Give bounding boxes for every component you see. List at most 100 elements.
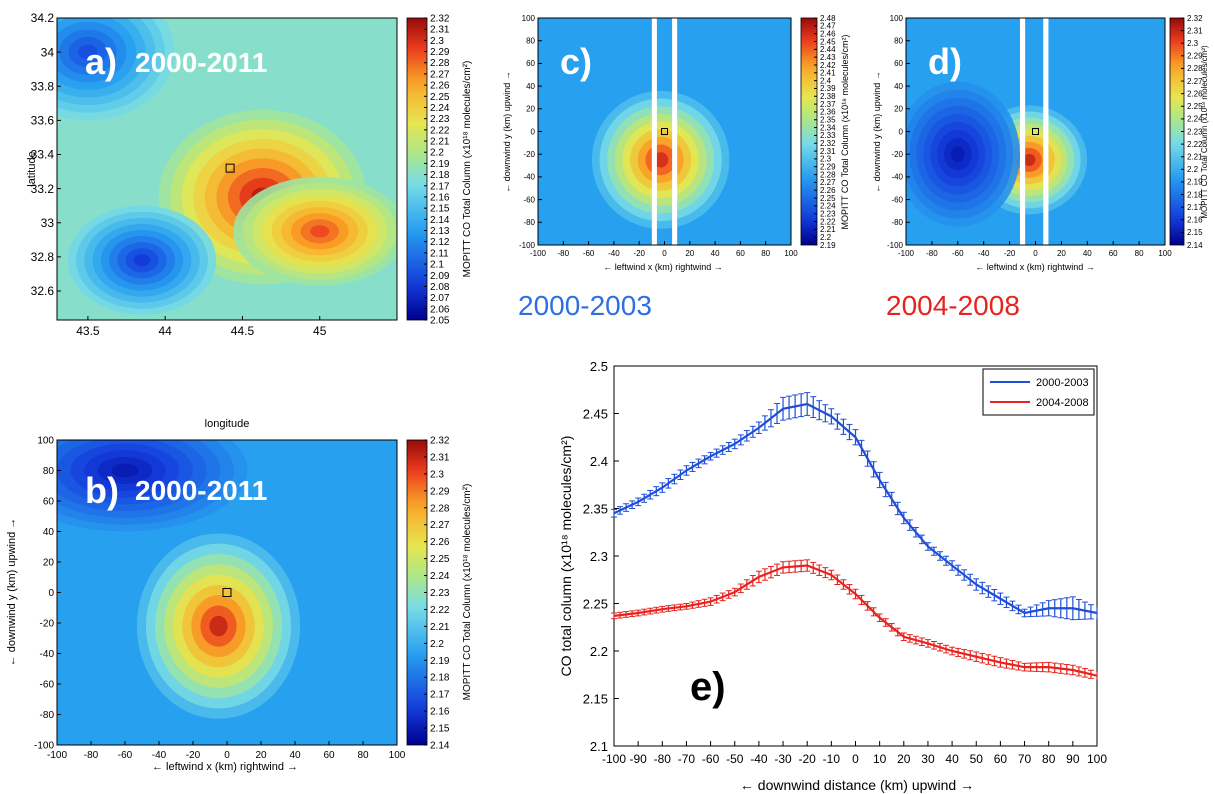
colorbar-tick-label: 2.31 (820, 147, 836, 156)
colorbar-tick-label: 2.33 (820, 131, 836, 140)
series-2000-2003 (611, 392, 1098, 621)
ytick-label: -100 (34, 741, 54, 752)
panel-a-period: 2000-2011 (135, 47, 267, 78)
colorbar-tick-label: 2.15 (1187, 228, 1203, 237)
colorbar-tick-label: 2.06 (430, 304, 450, 315)
colorbar-tick-label: 2.29 (430, 486, 450, 497)
xtick-label: 40 (711, 249, 720, 258)
colorbar-tick-label: 2.11 (430, 248, 449, 259)
map-b-xlabel: ← leftwind x (km) rightwind → (152, 761, 298, 773)
panel-c-label: c) (560, 41, 592, 82)
map-a-field (57, 18, 397, 320)
xtick-label: 40 (289, 750, 301, 761)
xtick-label: -80 (558, 249, 570, 258)
ytick-label: 40 (526, 82, 535, 91)
xtick-label: 40 (945, 752, 959, 766)
colorbar-tick-label: 2.22 (430, 605, 450, 616)
map-c-gap-strip (672, 18, 678, 245)
xtick-label: 20 (897, 752, 911, 766)
xtick-label: 80 (761, 249, 770, 258)
ytick-label: -20 (40, 619, 55, 630)
ytick-label: 100 (522, 14, 536, 23)
map-b-site-marker (222, 588, 232, 597)
colorbar-tick-label: 2.19 (1187, 178, 1203, 187)
xtick-label: -40 (750, 752, 768, 766)
ytick-label: -20 (523, 150, 535, 159)
ytick-label: -80 (891, 218, 903, 227)
colorbar-tick-label: 2.31 (430, 452, 450, 463)
period-2000-2003: 2000-2003 (518, 290, 652, 321)
xtick-label: 70 (1018, 752, 1032, 766)
colorbar-tick-label: 2.37 (820, 100, 836, 109)
panel-a-label: a) (85, 41, 117, 82)
ytick-label: -80 (523, 218, 535, 227)
ytick-label: 0 (531, 127, 536, 136)
map-d-xlabel: ← leftwind x (km) rightwind → (975, 262, 1095, 272)
map-b-yaxis: 100 80 60 40 20 0 -20 -40 -60 -80 -100 (34, 436, 61, 752)
xtick-label: -90 (629, 752, 647, 766)
map-b-field (57, 440, 397, 745)
colorbar-tick-label: 2.22 (430, 125, 450, 136)
colorbar-c-label: MOPITT CO Total Column (x10¹⁸ molecules/… (840, 34, 850, 229)
legend-label-2004-2008: 2004-2008 (1036, 397, 1089, 409)
ytick-label: 2.1 (590, 739, 608, 754)
xtick-label: -50 (726, 752, 744, 766)
colorbar-tick-label: 2.43 (820, 53, 836, 62)
xtick-label: 60 (994, 752, 1008, 766)
colorbar-tick-label: 2.23 (820, 209, 836, 218)
xtick-label: 80 (1042, 752, 1056, 766)
map-d-field (906, 18, 1165, 245)
colorbar-tick-label: 2.24 (430, 571, 450, 582)
colorbar-tick-label: 2.32 (430, 14, 450, 25)
xtick-label: 100 (1158, 249, 1172, 258)
panel-d-label: d) (928, 41, 962, 82)
ytick-label: -60 (523, 195, 535, 204)
series-2004-2008 (611, 559, 1098, 680)
colorbar-a-label: MOPITT CO Total Column (x10¹⁸ molecules/… (462, 61, 473, 278)
ytick-label: 2.25 (583, 597, 608, 612)
colorbar-tick-label: 2.4 (820, 76, 832, 85)
xtick-label: 50 (970, 752, 984, 766)
colorbar-tick-label: 2.48 (820, 14, 836, 23)
ytick-label: -60 (40, 680, 55, 691)
ytick-label: 32.8 (31, 250, 55, 264)
colorbar-tick-label: 2.3 (1187, 39, 1199, 48)
map-d-site-marker (1032, 128, 1039, 135)
xtick-label: 80 (357, 750, 369, 761)
ytick-label: -80 (40, 710, 55, 721)
xtick-label: -100 (47, 750, 67, 761)
colorbar-tick-label: 2.28 (820, 170, 836, 179)
xtick-label: -80 (84, 750, 99, 761)
colorbar-tick-label: 2.25 (1187, 102, 1203, 111)
map-c-ylabel: ← downwind y (km) upwind → (502, 71, 512, 193)
colorbar-tick-label: 2.46 (820, 29, 836, 38)
colorbar-tick-label: 2.13 (430, 226, 450, 237)
xtick-label: 60 (1109, 249, 1118, 258)
colorbar-tick-label: 2.34 (820, 123, 836, 132)
xtick-label: -20 (1004, 249, 1016, 258)
xtick-label: -40 (978, 249, 990, 258)
xtick-label: -60 (702, 752, 720, 766)
xtick-label: 90 (1066, 752, 1080, 766)
xtick-label: 40 (1083, 249, 1092, 258)
xtick-label: -100 (530, 249, 547, 258)
ytick-label: -40 (40, 649, 55, 660)
colorbar-tick-label: 2.19 (430, 159, 450, 170)
xtick-label: -60 (952, 249, 964, 258)
xtick-label: 20 (1057, 249, 1066, 258)
ytick-label: 80 (894, 37, 903, 46)
colorbar-tick-label: 2.26 (430, 537, 450, 548)
map-c-gap-strip (651, 18, 657, 245)
panel-b-period: 2000-2011 (135, 475, 267, 506)
colorbar-tick-label: 2.12 (430, 237, 450, 248)
ytick-label: 2.3 (590, 549, 608, 564)
ytick-label: 33.4 (31, 148, 55, 162)
ytick-label: 60 (526, 59, 535, 68)
ytick-label: 33.8 (31, 79, 55, 93)
colorbar-tick-label: 2.27 (430, 69, 450, 80)
xtick-label: 45 (313, 324, 327, 338)
colorbar-tick-label: 2.42 (820, 61, 836, 70)
colorbar-tick-label: 2.45 (820, 37, 836, 46)
ytick-label: 100 (890, 14, 904, 23)
